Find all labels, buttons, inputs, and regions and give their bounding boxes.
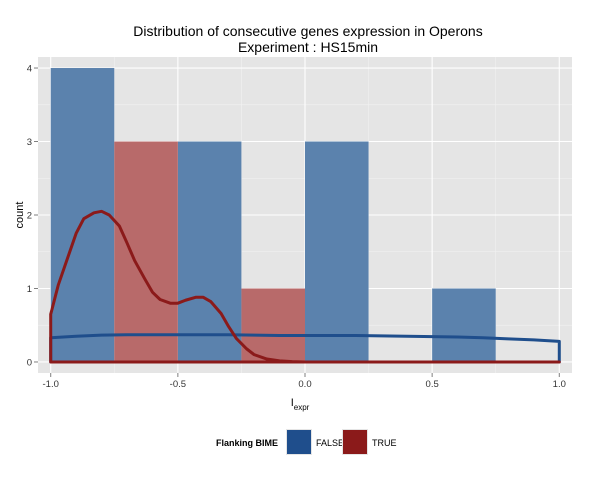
x-axis-ticks: -1.0 -0.5 0.0 0.5 1.0 [43,373,566,390]
bar-false [177,141,242,362]
chart-title: Distribution of consecutive genes expres… [133,23,482,39]
bar-true [114,141,178,362]
legend-key-true [343,430,367,454]
x-tick-label: 0.0 [298,379,311,390]
x-axis-title-main: I [291,397,294,409]
x-axis-title: Iexpr [291,397,310,412]
y-tick-label: 2 [27,211,32,222]
y-tick-label: 4 [27,64,32,75]
bar-false [432,288,496,362]
y-tick-label: 1 [27,284,32,295]
chart-subtitle: Experiment : HS15min [238,39,378,55]
x-axis-title-subscript: expr [294,403,310,412]
legend-label-false: FALSE [316,438,344,448]
x-tick-label: 0.5 [426,379,439,390]
density-line-false [49,333,561,364]
x-tick-label: -1.0 [43,379,59,390]
x-tick-label: 1.0 [553,379,566,390]
bar-false [50,68,115,362]
y-axis-title: count [14,202,26,229]
legend: Flanking BIME FALSE TRUE [216,429,397,455]
y-axis-ticks: 0 1 2 3 4 [27,64,38,368]
bar-false [305,141,369,362]
y-tick-label: 0 [27,357,32,368]
density-lines [49,209,561,364]
legend-key-false [287,430,311,454]
density-line-true [49,209,561,364]
legend-label-true: TRUE [372,438,397,448]
legend-title: Flanking BIME [216,438,278,448]
histogram-bars [50,68,496,362]
bar-true [241,288,305,362]
x-tick-label: -0.5 [170,379,186,390]
y-tick-label: 3 [27,137,32,148]
